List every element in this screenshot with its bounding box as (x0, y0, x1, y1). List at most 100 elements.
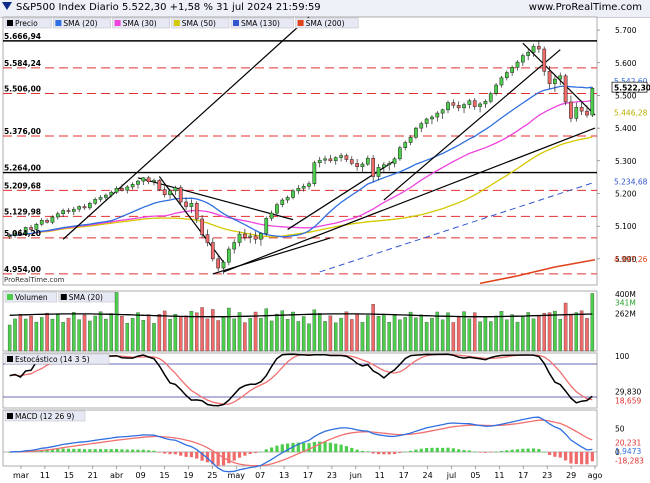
macd-hist-bar (307, 443, 311, 452)
x-label-6: 15 (159, 471, 169, 480)
candle (200, 215, 204, 238)
macd-hist-bar (558, 452, 562, 458)
volume-bar (66, 317, 71, 352)
candle-body (104, 194, 108, 198)
source-link[interactable]: www.ProRealTime.com (528, 2, 642, 13)
stoch-legend-label: Estocástico (14 3 5) (15, 355, 90, 364)
legend-swatch-5 (297, 20, 304, 26)
x-label-10: 07 (255, 471, 265, 480)
macd-hist-bar (350, 447, 354, 452)
macd-hist-bar (8, 452, 12, 453)
candle-body (146, 177, 151, 182)
candle (55, 211, 60, 220)
volume-bar (312, 309, 317, 352)
candle (424, 117, 429, 128)
macd-hist-bar (580, 452, 584, 465)
volume-bar (178, 316, 183, 352)
sma200-line (479, 258, 596, 285)
candle-body (168, 190, 172, 196)
candle (430, 115, 434, 125)
macd-hist-bar (414, 449, 418, 452)
candle (253, 231, 258, 244)
candle-body (531, 46, 536, 53)
x-label-15: 11 (375, 471, 385, 480)
legend-label-5: SMA (200) (306, 19, 345, 28)
macd-hist-bar (526, 448, 530, 452)
candle-body (82, 206, 87, 209)
candle-body (259, 233, 263, 240)
volume-bar (430, 318, 434, 352)
candle-body (55, 213, 60, 218)
volume-bar (259, 318, 263, 352)
macd-hist-bar (88, 449, 92, 452)
x-label-11: 13 (279, 471, 289, 480)
macd-legend-chip (4, 410, 86, 422)
candle-body (93, 199, 98, 204)
volume-bar (136, 312, 140, 352)
volume-bar (505, 319, 509, 352)
volume-bar (221, 316, 226, 352)
candle (494, 83, 498, 96)
price-right-label-0: 5.542,60 (614, 77, 648, 86)
volume-bar (114, 292, 119, 352)
volume-bar (184, 315, 188, 352)
volume-bar (483, 316, 488, 352)
candle-body (446, 102, 450, 111)
volume-bar (168, 318, 172, 352)
macd-hist-bar (425, 448, 429, 452)
candle-body (349, 159, 354, 164)
macd-hist-bar (173, 452, 177, 455)
legend-label-0: Precio (15, 19, 38, 28)
candle (467, 98, 472, 109)
candle (23, 226, 28, 236)
candle (216, 253, 220, 272)
candle (531, 43, 536, 57)
level-label-4: 5.264,00 (4, 164, 41, 173)
x-label-8: 25 (207, 471, 217, 480)
candle (50, 215, 55, 225)
macd-hist-bar (243, 452, 247, 456)
candle (333, 156, 338, 165)
macd-hist-bar (510, 449, 514, 452)
macd-hist-bar (446, 447, 450, 452)
candle (61, 208, 65, 218)
candle-body (590, 87, 595, 116)
x-label-23: 29 (566, 471, 576, 480)
macd-hist-bar (489, 452, 493, 453)
macd-hist-bar (205, 452, 210, 463)
candle (526, 49, 531, 61)
candle (7, 233, 12, 239)
macd-hist-bar (157, 452, 161, 453)
macd-hist-bar (179, 452, 183, 456)
candle-body (141, 177, 146, 182)
volume-bar (371, 304, 375, 352)
volume-bar (285, 319, 290, 352)
candle-body (29, 227, 33, 230)
trend-line-3 (137, 177, 294, 221)
candle (13, 230, 17, 238)
volume-bar (34, 321, 39, 352)
macd-hist-bar (264, 449, 268, 452)
candle-body (344, 155, 349, 160)
volume-bar (435, 311, 440, 352)
candle (355, 158, 359, 171)
volume-bar (93, 315, 97, 352)
volume-bar (280, 310, 285, 352)
price-right-label-3: 5.234,68 (614, 178, 648, 187)
candle (232, 239, 237, 254)
macd-hist-bar (184, 452, 188, 457)
price-tick-label-2: 5.500 (615, 91, 637, 100)
candle-body (226, 248, 231, 263)
price-tick-label-6: 5.100 (615, 222, 637, 231)
legend-swatch-3 (173, 20, 180, 26)
candle (264, 216, 269, 236)
candle-body (440, 109, 445, 114)
candle (563, 73, 568, 106)
candle (510, 65, 514, 76)
candle-body (563, 75, 568, 103)
candle (323, 155, 327, 165)
macd-hist-bar (104, 449, 108, 452)
macd-hist-bar (553, 452, 557, 457)
candle-body (419, 123, 424, 129)
volume-bar (269, 320, 274, 352)
